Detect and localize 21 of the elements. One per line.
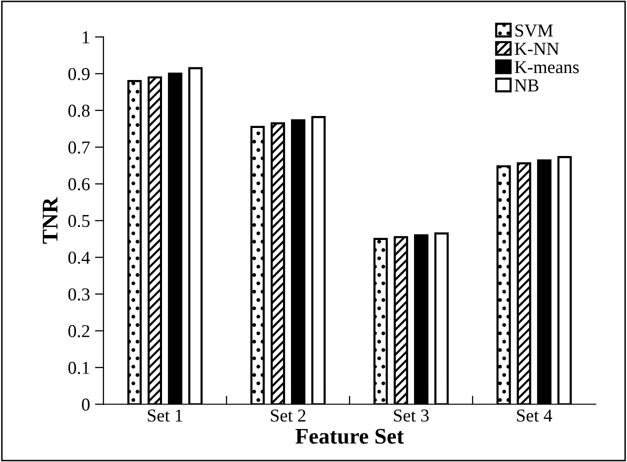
- legend-label: K-means: [514, 61, 579, 74]
- x-tick-label: Set 1: [148, 410, 182, 422]
- legend-label: NB: [514, 80, 538, 92]
- y-tick-label: 0: [82, 398, 90, 411]
- legend-label: SVM: [515, 24, 553, 37]
- x-tick-label: Set 4: [517, 410, 552, 422]
- y-tick-label: 0.7: [68, 141, 90, 154]
- y-axis-title: TNR: [42, 196, 58, 244]
- x-tick-label: Set 3: [394, 410, 429, 422]
- y-tick-label: 1: [82, 31, 90, 44]
- y-tick-label: 0.5: [68, 214, 90, 228]
- y-tick-label: 0.6: [68, 178, 90, 190]
- x-tick-label: Set 2: [270, 410, 306, 422]
- x-axis-title: Feature Set: [296, 428, 404, 444]
- y-tick-label: 0.9: [68, 68, 90, 80]
- y-tick-label: 0.4: [68, 252, 90, 264]
- y-tick-label: 0.3: [68, 288, 90, 301]
- legend-label: K-NN: [514, 42, 559, 55]
- y-tick-label: 0.2: [68, 325, 90, 338]
- y-tick-label: 0.8: [68, 104, 90, 117]
- y-tick-label: 0.1: [68, 362, 90, 374]
